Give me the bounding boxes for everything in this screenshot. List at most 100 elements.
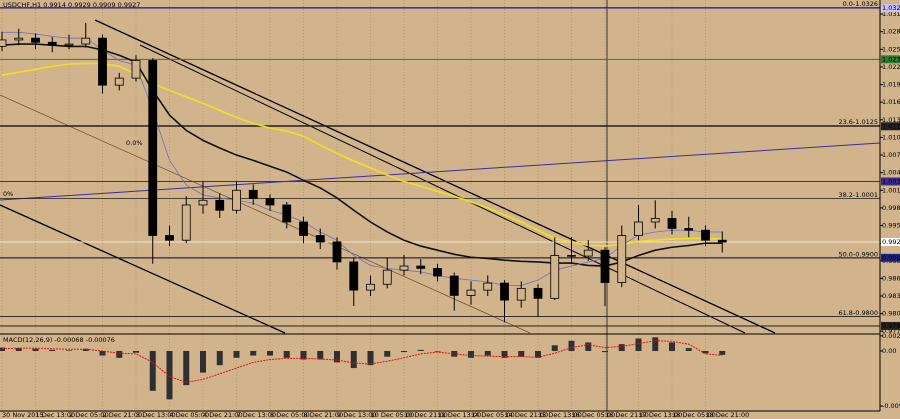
x-tick-label: 10 Dec 21:00 xyxy=(404,411,448,419)
macd-bar xyxy=(49,349,56,351)
fib-label: 61.8-0.9800 xyxy=(838,309,878,317)
candle-body xyxy=(64,43,74,46)
macd-bar xyxy=(216,350,223,366)
candle-body xyxy=(366,283,375,291)
fib-label: 38.2-1.0001 xyxy=(838,191,878,199)
level-label: 0.9784 xyxy=(882,322,900,330)
chart-title: USDCHF,H1 0.9914 0.9929 0.9909 0.9927 xyxy=(3,1,140,9)
macd-bar xyxy=(99,350,106,356)
macd-bar xyxy=(166,350,173,400)
y-tick-label: 1.0315 xyxy=(882,10,900,18)
candle-body xyxy=(47,41,57,46)
macd-bar xyxy=(82,348,89,351)
macd-bar xyxy=(618,344,625,351)
x-tick-label: 3 Dec 13:00 xyxy=(136,411,176,419)
macd-title: MACD(12,26,9) -0.00068 -0.00076 xyxy=(3,336,115,344)
candle-body xyxy=(583,249,593,257)
level-box xyxy=(881,253,900,262)
macd-bar xyxy=(551,345,558,351)
macd-bar xyxy=(501,350,508,358)
candle-body xyxy=(198,199,208,206)
moving-average xyxy=(1,62,723,247)
y-tick-label: 1.0225 xyxy=(882,63,900,71)
macd-bar xyxy=(15,348,22,351)
macd-bar xyxy=(702,350,709,354)
level-label: 1.0124 xyxy=(882,122,900,130)
x-tick-label: 4 Dec 21:00 xyxy=(203,411,243,419)
y-tick-label: 1.0045 xyxy=(882,169,900,177)
candle-body xyxy=(81,37,91,45)
macd-bar xyxy=(183,350,190,386)
candle-body xyxy=(114,77,124,86)
y-tick-label: 0.9775 xyxy=(882,327,900,335)
candle-body xyxy=(483,282,493,291)
y-tick-label: 0.9805 xyxy=(882,310,900,318)
candle-body xyxy=(416,265,426,269)
macd-signal xyxy=(1,340,723,383)
x-tick-label: 1 Dec 13:00 xyxy=(36,411,76,419)
macd-bar xyxy=(283,350,290,358)
macd-bar xyxy=(484,350,491,356)
macd-bar xyxy=(66,350,72,351)
fib-label: 0.0-1.0326 xyxy=(843,0,878,8)
candle-body xyxy=(349,261,359,291)
price-panel: 0.97750.98050.98350.98650.98950.99250.99… xyxy=(0,0,900,335)
macd-bar xyxy=(635,338,642,351)
candle-body xyxy=(600,249,610,283)
candle-body xyxy=(232,189,241,211)
y-tick-label: 1.0285 xyxy=(882,28,900,36)
x-tick-label: 14 Dec 05:00 xyxy=(471,411,515,419)
x-tick-label: 18 Dec 21:00 xyxy=(706,411,750,419)
macd-bar xyxy=(685,348,692,351)
candle-body xyxy=(433,267,442,277)
y-tick-label: 0.00 xyxy=(882,347,896,355)
y-tick-label: 1.0135 xyxy=(882,116,900,124)
x-tick-label: 2 Dec 05:00 xyxy=(69,411,109,419)
macd-bar xyxy=(0,347,5,351)
candle-body xyxy=(667,218,677,229)
macd-bar xyxy=(602,350,608,353)
y-tick-label: 0.00266 xyxy=(882,332,900,340)
macd-bar xyxy=(317,350,324,360)
fib-label: 50.0-0.9900 xyxy=(838,250,878,258)
macd-bar xyxy=(233,350,240,358)
macd-bar xyxy=(116,350,123,358)
level-label: 1.0325 xyxy=(882,4,900,12)
trend-line xyxy=(0,204,286,334)
macd-bar xyxy=(719,350,726,355)
x-tick-label: 16 Dec 21:00 xyxy=(605,411,649,419)
macd-bar xyxy=(149,350,156,391)
level-label: 1.0238 xyxy=(882,55,900,63)
x-tick-label: 9 Dec 13:00 xyxy=(337,411,377,419)
candle-body xyxy=(634,221,643,236)
candle-body xyxy=(14,37,24,41)
x-tick-label: 18 Dec 05:00 xyxy=(672,411,716,419)
x-tick-label: 8 Dec 21:00 xyxy=(304,411,344,419)
candle-body xyxy=(650,218,660,223)
candle-body xyxy=(516,287,526,301)
y-tick-label: 0.9985 xyxy=(882,204,900,212)
candle-body xyxy=(500,282,509,301)
candle-body xyxy=(315,235,325,243)
candle-body xyxy=(399,265,409,271)
macd-bar xyxy=(384,350,391,357)
macd-bar xyxy=(401,350,407,353)
candle-body xyxy=(148,60,158,236)
y-tick-label: 0.9835 xyxy=(882,292,900,300)
y-tick-label: 1.0255 xyxy=(882,45,900,53)
candle-body xyxy=(717,239,727,243)
macd-bar xyxy=(585,342,592,351)
macd-bar xyxy=(300,350,307,360)
level-box xyxy=(881,177,900,186)
macd-bar xyxy=(250,350,257,356)
macd-bar xyxy=(669,342,675,351)
level-box xyxy=(881,55,900,64)
trend-line xyxy=(0,142,881,201)
macd-bar xyxy=(133,350,139,353)
candle-body xyxy=(684,228,694,231)
candle-body xyxy=(567,255,576,257)
macd-bar xyxy=(32,348,39,351)
y-tick-label: 1.0075 xyxy=(882,151,900,159)
